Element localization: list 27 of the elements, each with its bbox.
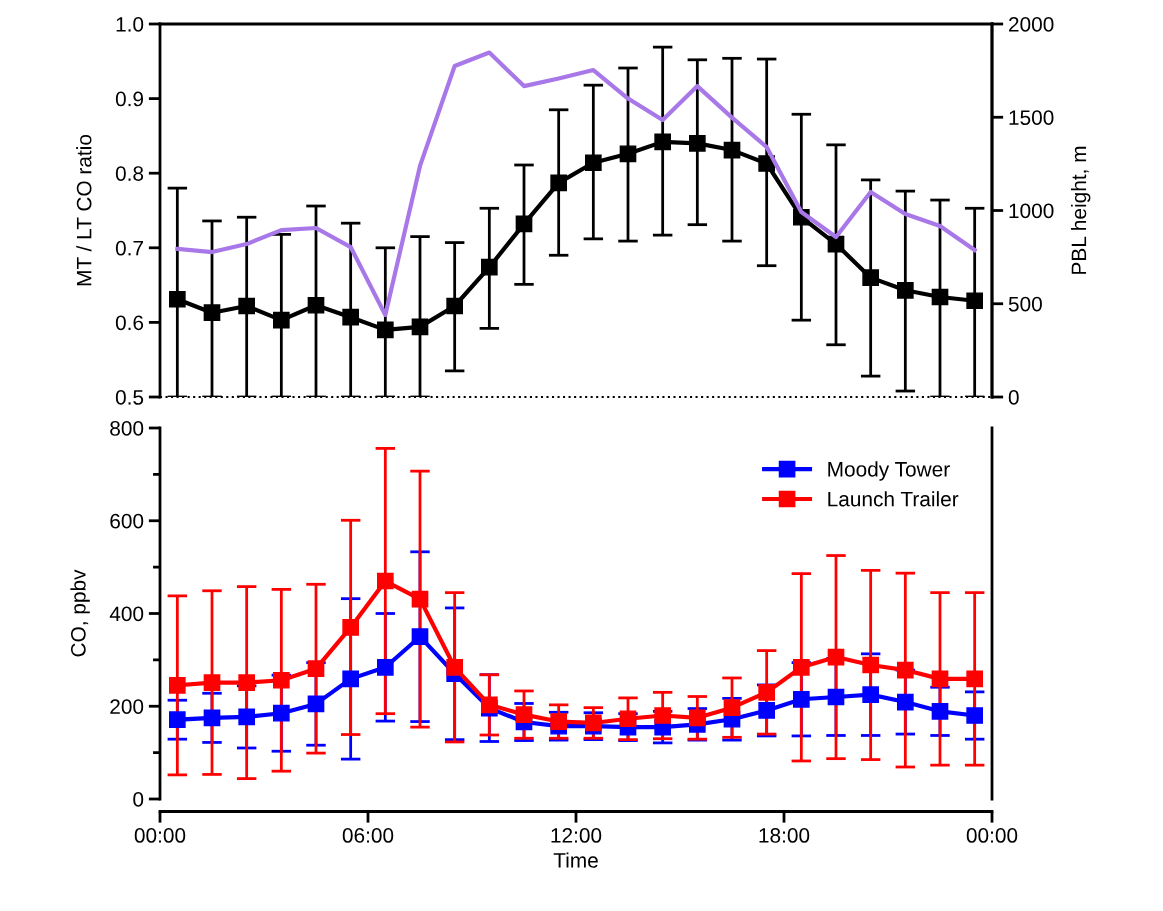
x-tick-label: 12:00	[551, 828, 602, 843]
y-tick-label: 0.6	[115, 315, 144, 331]
y-tick-label: 0.7	[115, 240, 143, 256]
y-tick-label: 1.0	[116, 17, 144, 32]
y-tick-label: 400	[109, 606, 144, 622]
y-axis-title: CO, ppbv	[70, 569, 90, 657]
y-tick-label: 0.9	[115, 91, 144, 107]
y-tick-label: 800	[110, 421, 144, 436]
y-axis-title: MT / LT CO ratio	[76, 134, 92, 286]
y2-tick-label: 1500	[1009, 110, 1054, 125]
y-tick-label: 0.5	[115, 390, 144, 405]
y2-tick-label: 500	[1008, 296, 1042, 312]
legend-label: Launch Trailer	[828, 491, 959, 507]
x-tick-label: 18:00	[759, 828, 810, 843]
y-tick-label: 600	[110, 513, 144, 529]
x-axis-title: Time	[553, 852, 598, 868]
x-tick-label: 00:00	[134, 828, 186, 843]
y-tick-label: 0.8	[115, 166, 144, 181]
y2-tick-label: 2000	[1009, 17, 1054, 32]
y-tick-label: 200	[110, 699, 144, 714]
x-tick-label: 00:00	[966, 828, 1018, 843]
y2-tick-label: 0	[1008, 390, 1019, 405]
legend-label: Moody Tower	[828, 461, 950, 481]
y-tick-label: 0	[133, 792, 144, 807]
x-tick-label: 06:00	[342, 828, 394, 843]
y2-tick-label: 1000	[1009, 203, 1054, 219]
y2-axis-title: PBL height, m	[1070, 146, 1091, 274]
